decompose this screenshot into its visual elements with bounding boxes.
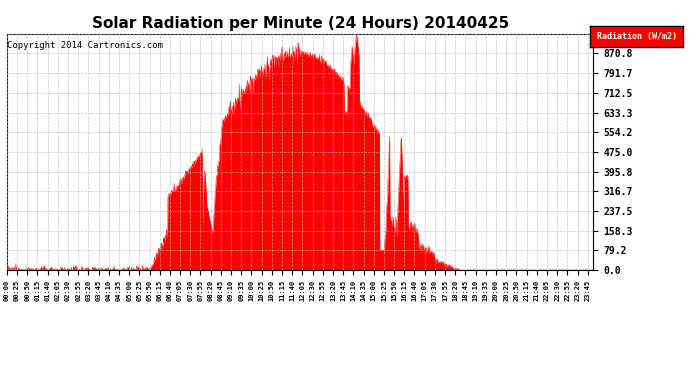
Text: Radiation (W/m2): Radiation (W/m2) xyxy=(597,32,676,41)
Title: Solar Radiation per Minute (24 Hours) 20140425: Solar Radiation per Minute (24 Hours) 20… xyxy=(92,16,509,31)
Text: Copyright 2014 Cartronics.com: Copyright 2014 Cartronics.com xyxy=(8,41,164,50)
